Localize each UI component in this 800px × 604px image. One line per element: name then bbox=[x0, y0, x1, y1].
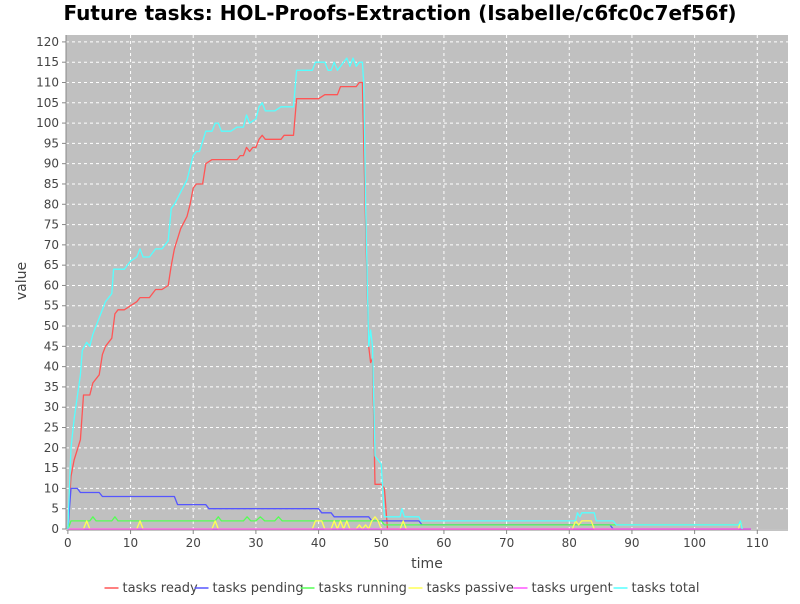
y-tick-label: 10 bbox=[44, 481, 59, 495]
y-tick-label: 65 bbox=[44, 258, 59, 272]
y-tick-label: 0 bbox=[51, 522, 59, 536]
y-axis-label: value bbox=[14, 262, 30, 300]
x-tick-label: 60 bbox=[436, 536, 451, 550]
legend-label: tasks pending bbox=[213, 581, 304, 596]
y-tick-label: 30 bbox=[44, 400, 59, 414]
x-tick-label: 40 bbox=[311, 536, 326, 550]
series-line-tasks-ready bbox=[67, 81, 751, 530]
y-tick-label: 110 bbox=[36, 75, 59, 89]
x-tick-label: 50 bbox=[374, 536, 389, 550]
x-tick-label: 10 bbox=[123, 536, 138, 550]
y-tick-label: 120 bbox=[36, 35, 59, 49]
series-line-tasks-running bbox=[67, 516, 751, 530]
x-tick-label: 30 bbox=[248, 536, 263, 550]
x-tick-label: 70 bbox=[499, 536, 514, 550]
y-tick-label: 80 bbox=[44, 197, 59, 211]
y-tick-label: 60 bbox=[44, 278, 59, 292]
y-tick-label: 20 bbox=[44, 441, 59, 455]
legend-label: tasks running bbox=[319, 581, 407, 596]
y-tick-label: 115 bbox=[36, 55, 59, 69]
x-axis-label: time bbox=[411, 556, 443, 572]
legend-item: tasks ready bbox=[104, 581, 199, 596]
grid bbox=[66, 35, 788, 529]
legend-label: tasks total bbox=[632, 581, 700, 596]
y-tick-label: 70 bbox=[44, 238, 59, 252]
y-tick-label: 25 bbox=[44, 421, 59, 435]
y-tick-label: 90 bbox=[44, 157, 59, 171]
y-tick-label: 15 bbox=[44, 461, 59, 475]
legend-item: tasks passive bbox=[408, 581, 514, 596]
y-tick-label: 85 bbox=[44, 177, 59, 191]
legend-item: tasks pending bbox=[194, 581, 304, 596]
legend-item: tasks total bbox=[613, 581, 700, 596]
x-tick-label: 0 bbox=[64, 536, 72, 550]
x-tick-label: 110 bbox=[746, 536, 769, 550]
y-tick-label: 40 bbox=[44, 360, 59, 374]
y-tick-label: 50 bbox=[44, 319, 59, 333]
axes: 0 5 10 15 20 25 30 35 40 45 50 55 60 65 70 75 80 85 90 95 10… bbox=[36, 35, 788, 550]
x-tick-label: 80 bbox=[562, 536, 577, 550]
legend: tasks ready tasks pending tasks running tas… bbox=[104, 581, 700, 596]
series-line-tasks-total bbox=[67, 57, 743, 530]
legend-label: tasks passive bbox=[427, 581, 514, 596]
y-tick-label: 5 bbox=[51, 502, 59, 516]
x-tick-label: 20 bbox=[186, 536, 201, 550]
legend-label: tasks urgent bbox=[532, 581, 613, 596]
series-line-tasks-pending bbox=[67, 487, 751, 530]
y-tick-label: 35 bbox=[44, 380, 59, 394]
x-tick-label: 90 bbox=[624, 536, 639, 550]
y-tick-label: 75 bbox=[44, 218, 59, 232]
y-tick-label: 95 bbox=[44, 136, 59, 150]
chart-title: Future tasks: HOL-Proofs-Extraction (Isa… bbox=[63, 1, 736, 25]
legend-item: tasks urgent bbox=[513, 581, 613, 596]
legend-item: tasks running bbox=[300, 581, 407, 596]
plot-area bbox=[66, 35, 788, 529]
y-tick-label: 105 bbox=[36, 96, 59, 110]
y-tick-label: 55 bbox=[44, 299, 59, 313]
y-tick-label: 100 bbox=[36, 116, 59, 130]
y-tick-label: 45 bbox=[44, 339, 59, 353]
series-lines bbox=[67, 57, 751, 530]
legend-label: tasks ready bbox=[123, 581, 199, 596]
x-tick-label: 100 bbox=[683, 536, 706, 550]
